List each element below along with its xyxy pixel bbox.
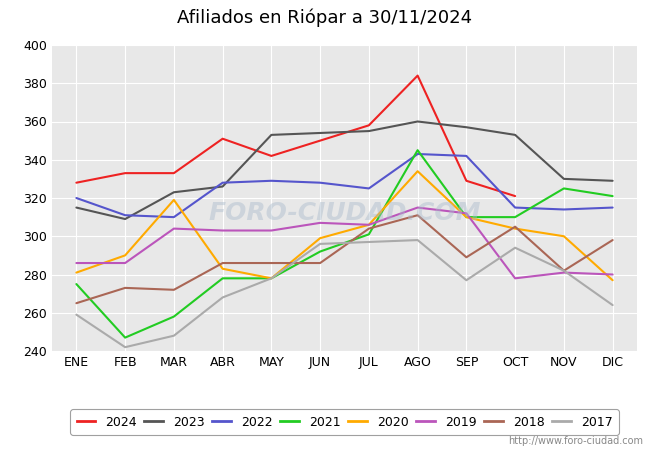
Text: http://www.foro-ciudad.com: http://www.foro-ciudad.com xyxy=(508,436,644,446)
Text: Afiliados en Riópar a 30/11/2024: Afiliados en Riópar a 30/11/2024 xyxy=(177,9,473,27)
Text: FORO-CIUDAD.COM: FORO-CIUDAD.COM xyxy=(208,201,481,225)
Legend: 2024, 2023, 2022, 2021, 2020, 2019, 2018, 2017: 2024, 2023, 2022, 2021, 2020, 2019, 2018… xyxy=(70,409,619,435)
